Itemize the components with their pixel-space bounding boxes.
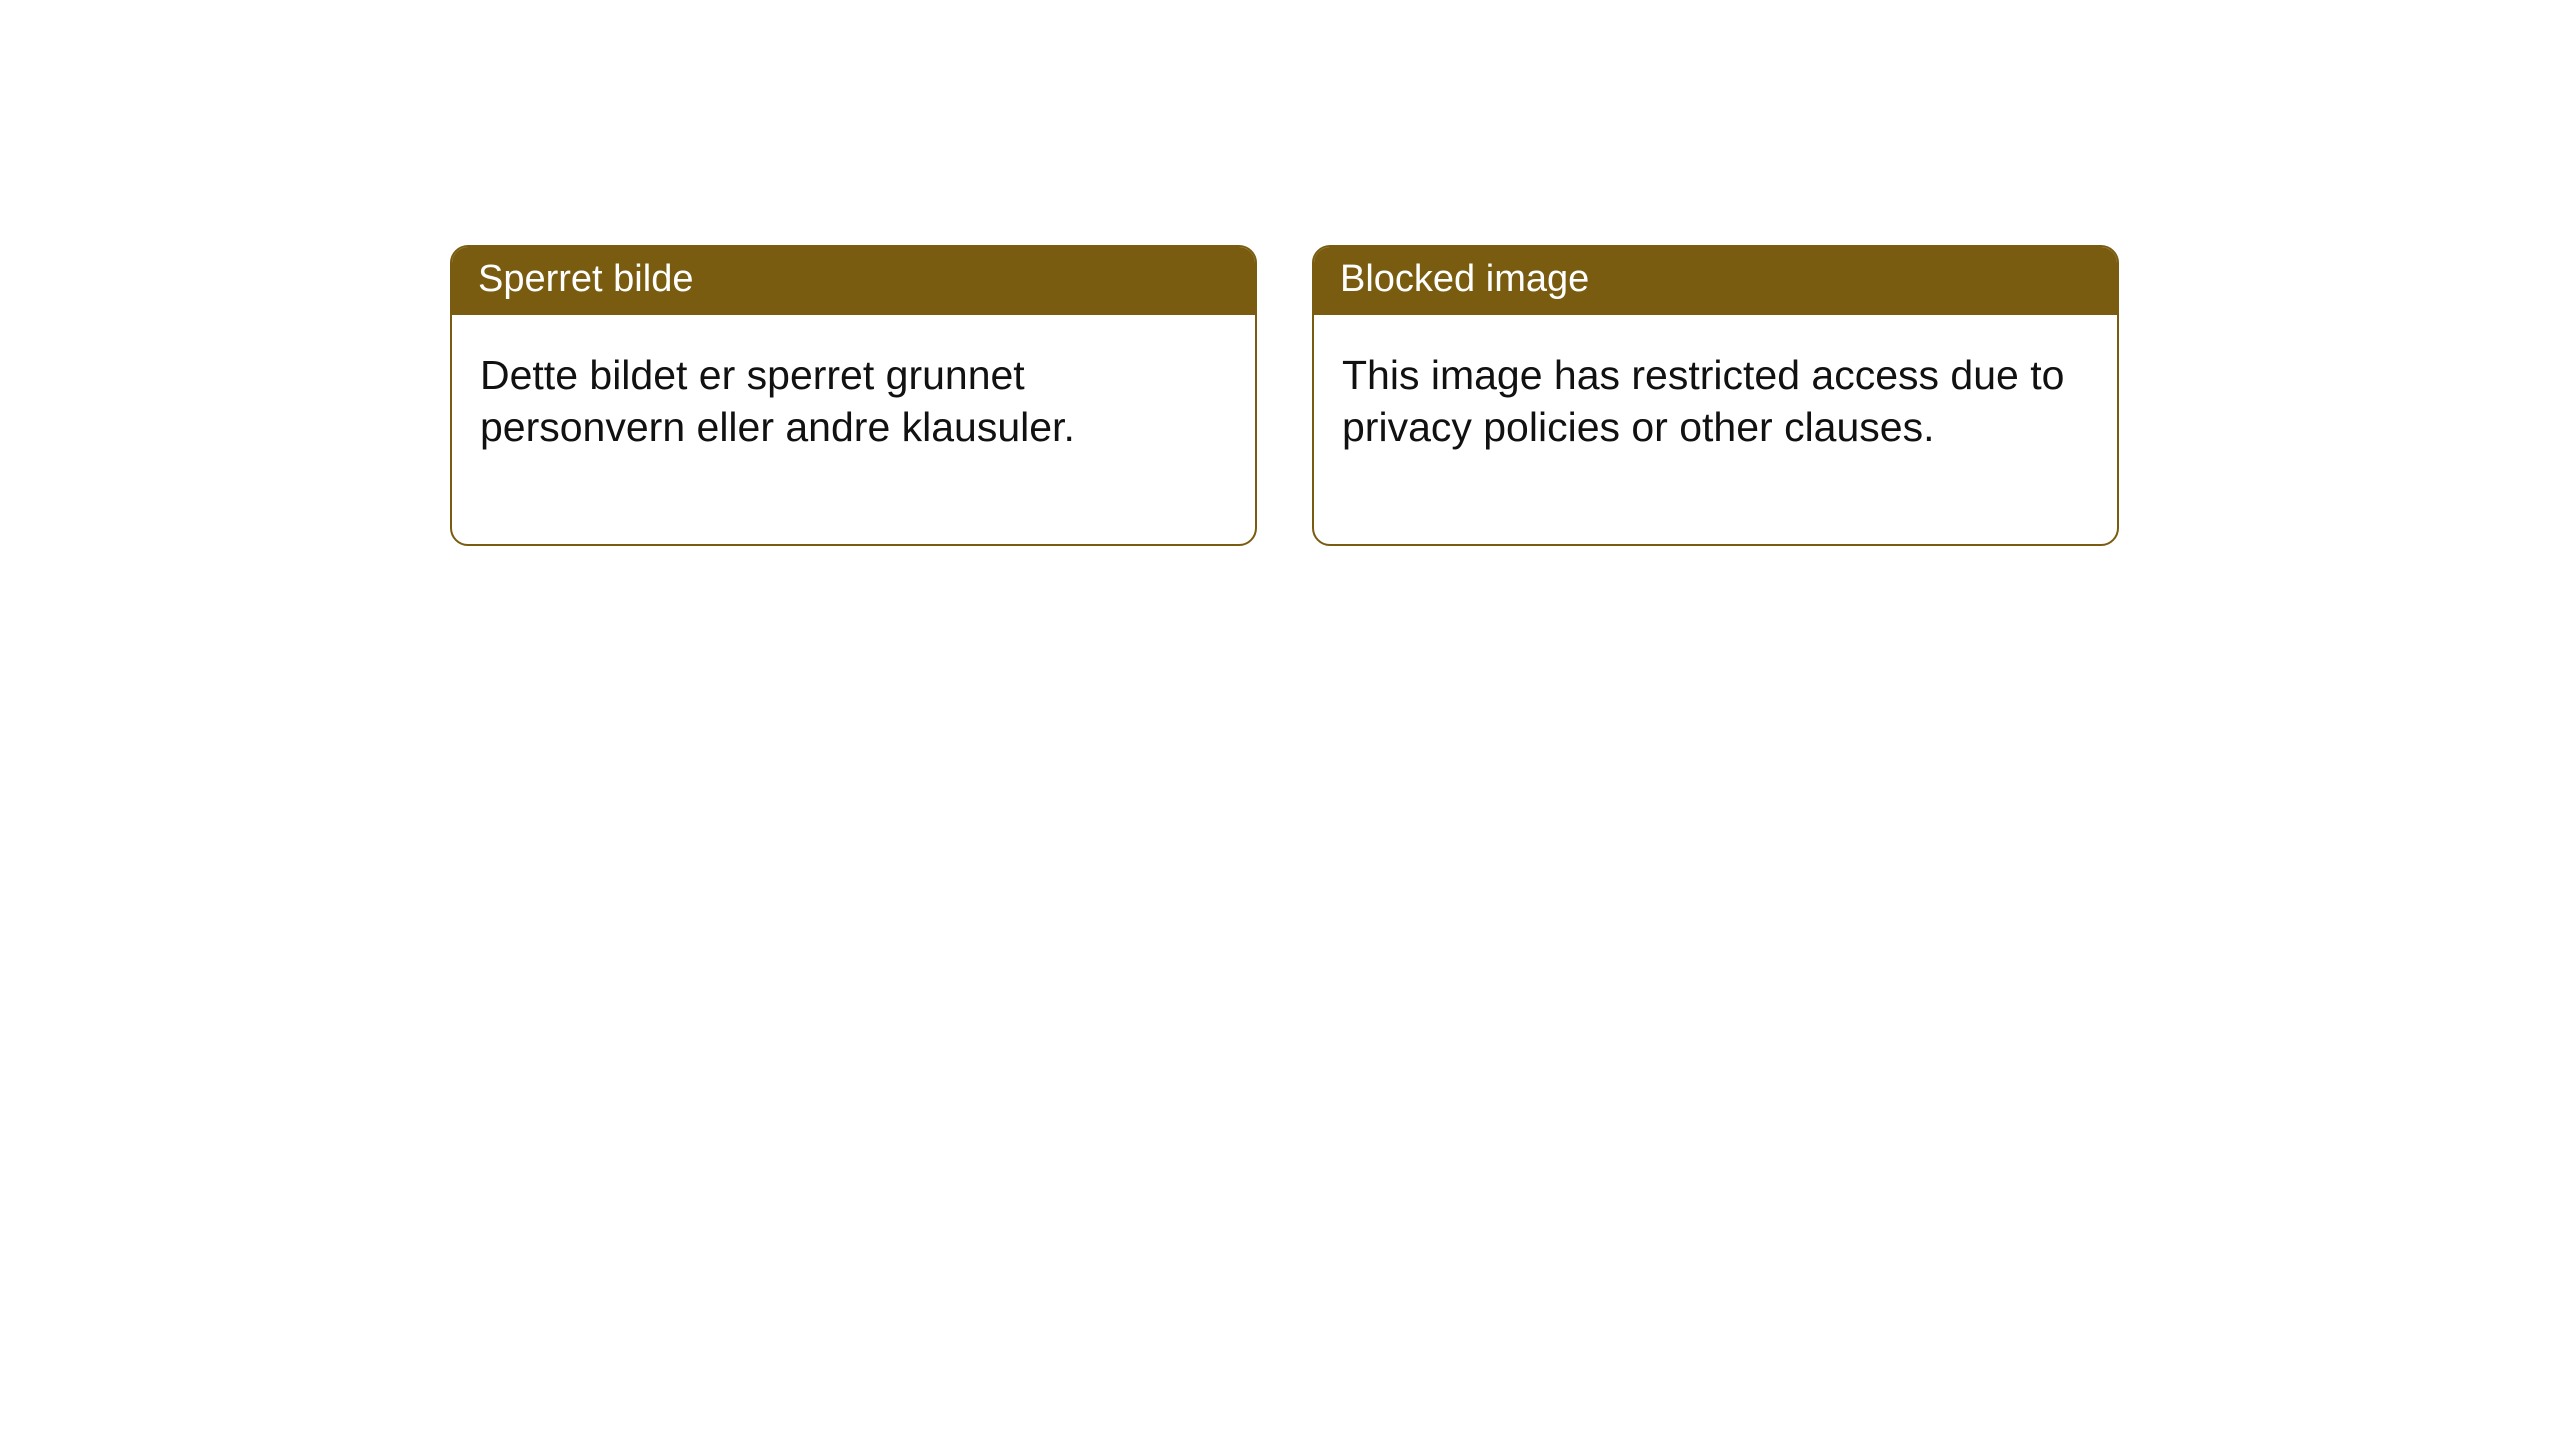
card-body-text: Dette bildet er sperret grunnet personve…: [480, 352, 1075, 450]
notice-cards-container: Sperret bilde Dette bildet er sperret gr…: [450, 245, 2119, 546]
card-body: This image has restricted access due to …: [1314, 315, 2117, 544]
card-title: Sperret bilde: [478, 258, 693, 300]
notice-card-english: Blocked image This image has restricted …: [1312, 245, 2119, 546]
card-body-text: This image has restricted access due to …: [1342, 352, 2064, 450]
card-title: Blocked image: [1340, 258, 1589, 300]
card-header: Blocked image: [1314, 247, 2117, 315]
card-body: Dette bildet er sperret grunnet personve…: [452, 315, 1255, 544]
notice-card-norwegian: Sperret bilde Dette bildet er sperret gr…: [450, 245, 1257, 546]
card-header: Sperret bilde: [452, 247, 1255, 315]
